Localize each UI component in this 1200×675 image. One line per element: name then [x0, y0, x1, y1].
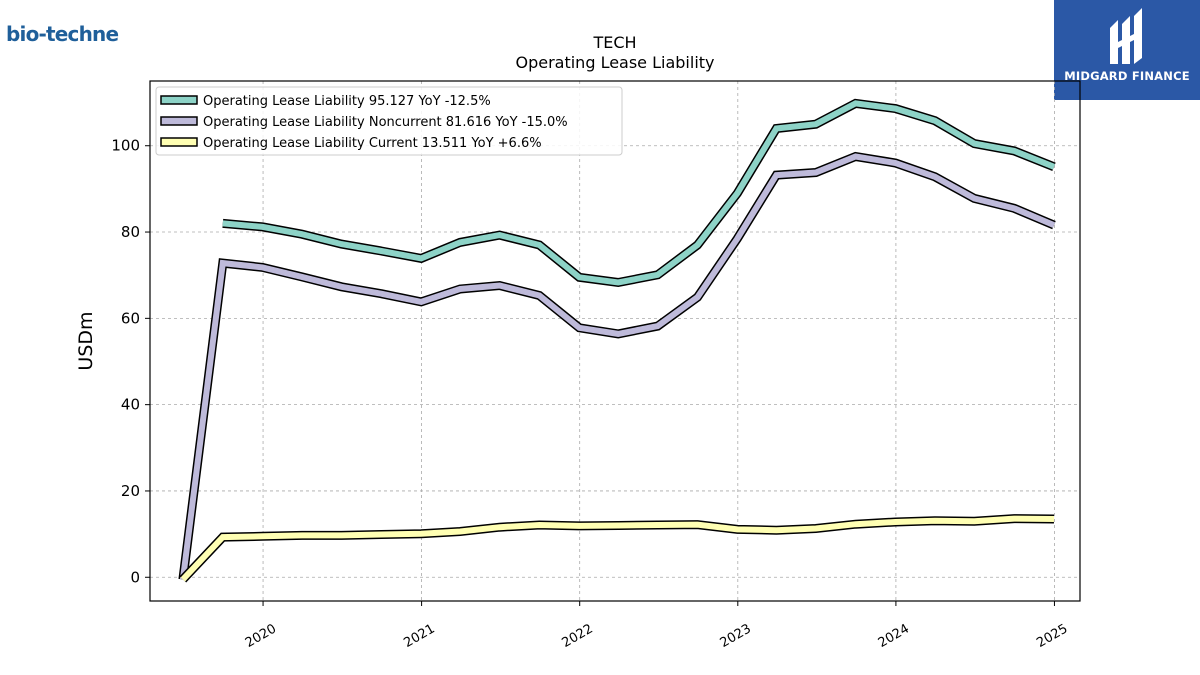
legend-entry-2: Operating Lease Liability Current 13.511… — [203, 136, 542, 151]
y-tick-label: 20 — [121, 482, 140, 500]
chart-subtitle: Operating Lease Liability — [515, 53, 714, 72]
brand-logo: MIDGARD FINANCE — [1054, 0, 1200, 100]
x-tick-label: 2020 — [243, 621, 279, 651]
y-tick-label: 80 — [121, 223, 140, 241]
series-lines — [178, 98, 1056, 583]
legend-entry-1: Operating Lease Liability Noncurrent 81.… — [203, 115, 568, 130]
y-tick-label: 0 — [130, 568, 140, 586]
legend-swatch-2 — [160, 137, 198, 147]
y-tick-label: 100 — [111, 137, 140, 155]
legend-swatch-1 — [160, 116, 198, 126]
brand-mark-icon — [1110, 8, 1142, 64]
company-logo: bio-techne — [6, 22, 119, 46]
y-axis-label: USDm — [75, 311, 97, 370]
axes: 0 20 40 60 80 100 2020 2021 2022 2023 2024 2025 — [111, 137, 1070, 651]
series-line-1 — [179, 153, 1056, 580]
series-line-0 — [222, 100, 1056, 286]
chart-title: TECH — [592, 33, 636, 52]
legend-swatch-0 — [160, 95, 198, 105]
plot-frame — [149, 80, 1081, 602]
series-line-2 — [180, 515, 1055, 582]
legend: Operating Lease Liability 95.127 YoY -12… — [155, 86, 623, 156]
legend-box — [155, 86, 623, 156]
x-tick-label: 2023 — [718, 621, 754, 651]
y-tick-label: 60 — [121, 309, 140, 327]
legend-entry-0: Operating Lease Liability 95.127 YoY -12… — [203, 94, 491, 109]
x-tick-label: 2022 — [560, 621, 596, 651]
x-tick-label: 2025 — [1034, 621, 1070, 651]
x-tick-label: 2024 — [876, 621, 912, 651]
series-outline-1 — [178, 151, 1056, 580]
y-tick-label: 40 — [121, 396, 140, 414]
brand-name: MIDGARD FINANCE — [1064, 69, 1190, 83]
x-tick-label: 2021 — [401, 621, 437, 651]
